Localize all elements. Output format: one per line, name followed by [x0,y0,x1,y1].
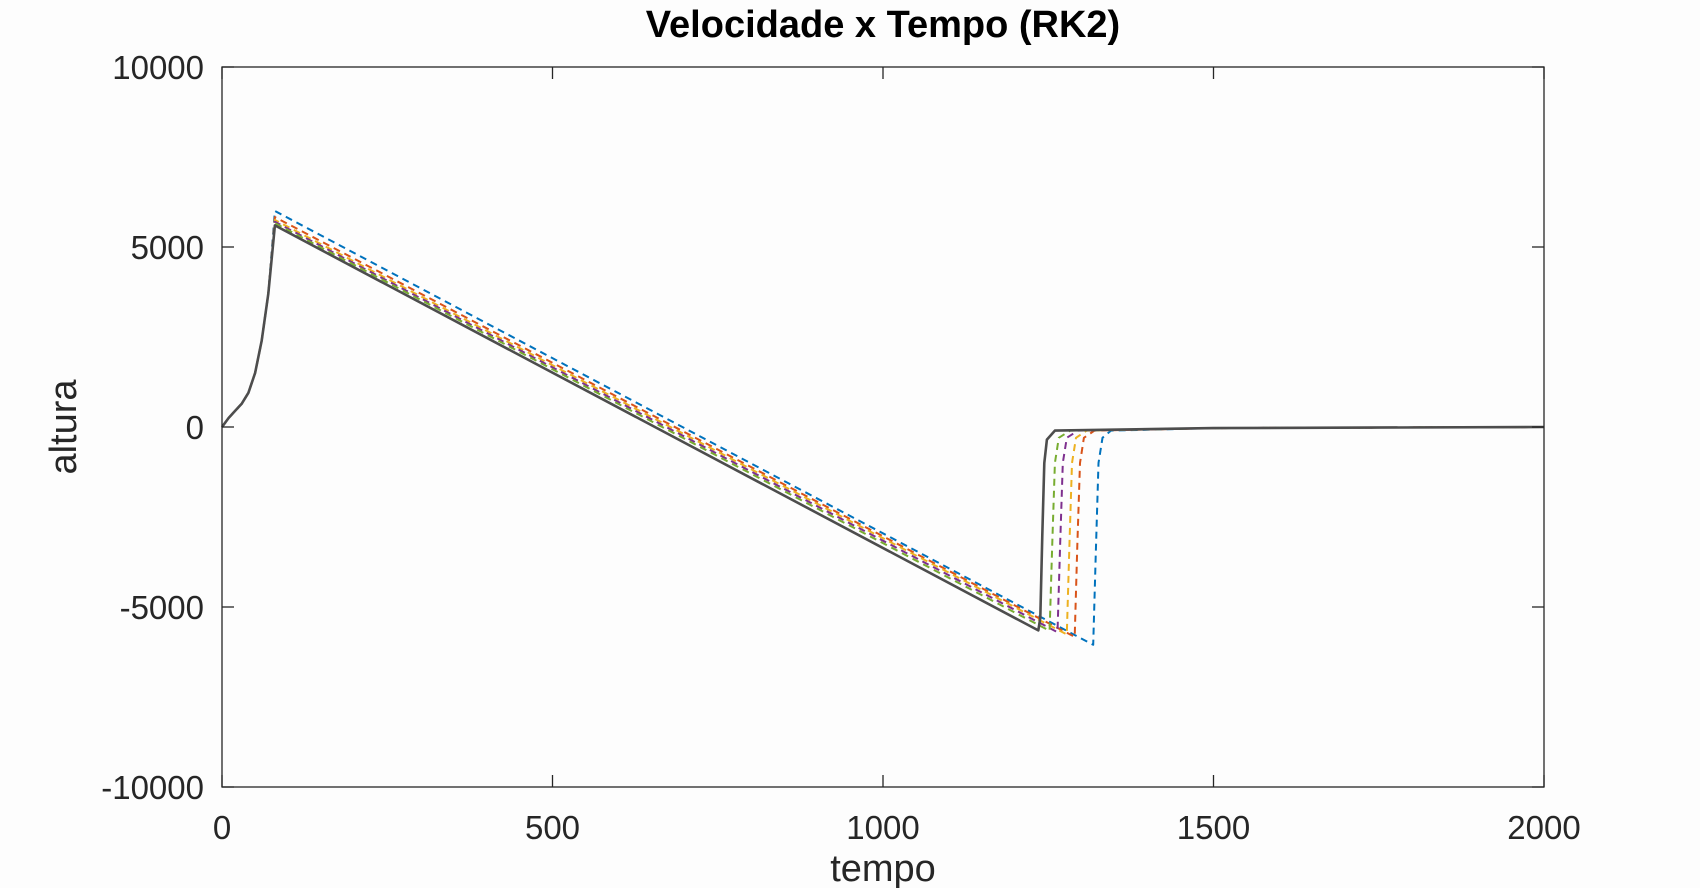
x-tick-label: 1000 [846,809,919,846]
y-tick-label: 5000 [131,229,204,266]
series-line-6 [220,224,1545,632]
y-tick-label: 10000 [112,49,204,86]
y-tick-label: -10000 [101,769,204,806]
y-tick-label: -5000 [120,589,204,626]
chart-title: Velocidade x Tempo (RK2) [646,4,1120,46]
y-tick-label: 0 [186,409,204,446]
series-layer [220,210,1545,646]
x-tick-label: 1500 [1177,809,1250,846]
tick-layer: 0 500 1000 1500 2000 -10000 -5000 0 5000 10000 [101,49,1580,846]
x-tick-label: 500 [525,809,580,846]
y-axis-label: altura [43,379,85,475]
x-tick-label: 2000 [1507,809,1580,846]
x-tick-label: 0 [213,809,231,846]
x-axis-label: tempo [830,848,936,888]
